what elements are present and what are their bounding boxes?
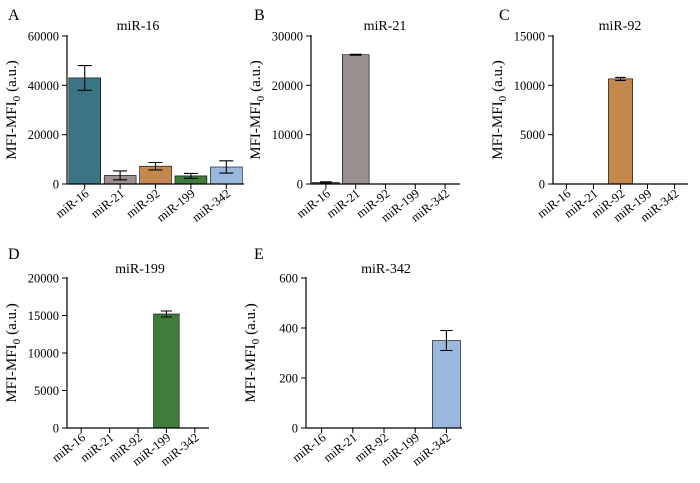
panel-letter: C bbox=[499, 7, 510, 24]
y-tick-label: 0 bbox=[53, 178, 59, 192]
error-bar bbox=[77, 65, 92, 91]
y-tick-label: 10000 bbox=[28, 347, 59, 361]
y-tick-label: 5000 bbox=[520, 128, 545, 142]
chart-title: miR-16 bbox=[117, 19, 160, 34]
y-tick-label: 30000 bbox=[272, 30, 303, 44]
y-tick-label: 0 bbox=[297, 178, 303, 192]
y-axis-label-subscript: 0 bbox=[11, 95, 23, 101]
chart-title: miR-21 bbox=[364, 19, 407, 34]
y-tick-label: 15000 bbox=[514, 30, 545, 44]
x-tick-label: miR-342 bbox=[189, 186, 233, 224]
chart-title: miR-199 bbox=[115, 262, 165, 277]
panel-letter: B bbox=[254, 7, 265, 24]
bar-mir-16 bbox=[68, 77, 102, 185]
y-tick-label: 10000 bbox=[514, 79, 545, 93]
y-axis-label-subscript: 0 bbox=[497, 95, 509, 101]
y-tick-label: 200 bbox=[279, 372, 298, 386]
y-tick-label: 20000 bbox=[28, 128, 59, 142]
x-tick-label: miR-16 bbox=[294, 186, 333, 221]
error-bar bbox=[320, 181, 332, 184]
panel-letter: E bbox=[254, 246, 264, 263]
y-axis-label-subscript: 0 bbox=[250, 338, 262, 344]
y-tick-label: 400 bbox=[279, 322, 298, 336]
y-tick-label: 20000 bbox=[272, 79, 303, 93]
y-axis-label-unit: (a.u.) bbox=[4, 60, 20, 92]
panel-b: BmiR-210100002000030000miR-16miR-21miR-9… bbox=[248, 7, 460, 225]
y-axis-label-unit: (a.u.) bbox=[243, 303, 259, 335]
y-axis-label-main: MFI-MFI bbox=[248, 101, 264, 159]
y-axis-label: MFI-MFI0 (a.u.) bbox=[243, 303, 262, 403]
y-tick-label: 0 bbox=[539, 178, 545, 192]
y-axis-label-unit: (a.u.) bbox=[248, 60, 264, 92]
y-tick-label: 5000 bbox=[34, 384, 59, 398]
panel-letter: D bbox=[8, 246, 20, 263]
bar-mir-92 bbox=[608, 78, 634, 185]
y-tick-label: 60000 bbox=[28, 30, 59, 44]
error-bar bbox=[219, 160, 234, 174]
chart-title: miR-342 bbox=[361, 262, 411, 277]
y-tick-label: 600 bbox=[279, 272, 298, 286]
y-tick-label: 40000 bbox=[28, 79, 59, 93]
y-axis-label-unit: (a.u.) bbox=[4, 303, 20, 335]
x-tick-label: miR-16 bbox=[53, 186, 92, 221]
y-tick-label: 0 bbox=[53, 422, 59, 436]
y-axis-label-subscript: 0 bbox=[11, 338, 23, 344]
error-bar bbox=[615, 76, 626, 81]
error-bar bbox=[160, 310, 172, 318]
panel-a: AmiR-160200004000060000miR-16miR-21miR-9… bbox=[4, 7, 244, 225]
y-axis-label-main: MFI-MFI bbox=[4, 344, 20, 402]
y-tick-label: 10000 bbox=[272, 128, 303, 142]
y-tick-label: 20000 bbox=[28, 272, 59, 286]
x-tick-label: miR-16 bbox=[290, 430, 329, 465]
error-bar bbox=[113, 170, 128, 181]
bar-mir-199 bbox=[153, 313, 180, 429]
y-tick-label: 15000 bbox=[28, 309, 59, 323]
y-axis-label-main: MFI-MFI bbox=[243, 344, 259, 402]
y-axis-label: MFI-MFI0 (a.u.) bbox=[490, 60, 509, 160]
y-axis-label: MFI-MFI0 (a.u.) bbox=[248, 60, 267, 160]
x-tick-label: miR-21 bbox=[88, 186, 127, 221]
x-tick-label: miR-21 bbox=[324, 186, 363, 221]
panel-e: EmiR-3420200400600miR-16miR-21miR-92miR-… bbox=[243, 246, 462, 469]
y-axis-label-unit: (a.u.) bbox=[490, 60, 506, 92]
panel-d: DmiR-19905000100001500020000miR-16miR-21… bbox=[4, 246, 209, 469]
error-bar bbox=[349, 53, 362, 56]
panel-letter: A bbox=[8, 7, 20, 24]
y-axis-label: MFI-MFI0 (a.u.) bbox=[4, 60, 23, 160]
bar-mir-21 bbox=[341, 54, 370, 185]
error-bar bbox=[183, 172, 198, 179]
y-tick-label: 0 bbox=[292, 422, 298, 436]
y-axis-label: MFI-MFI0 (a.u.) bbox=[4, 303, 23, 403]
error-bar bbox=[440, 329, 453, 352]
y-axis-label-main: MFI-MFI bbox=[4, 101, 20, 159]
panel-c: CmiR-92050001000015000miR-16miR-21miR-92… bbox=[490, 7, 688, 225]
error-bar bbox=[148, 161, 163, 171]
y-axis-label-main: MFI-MFI bbox=[490, 101, 506, 159]
y-axis-label-subscript: 0 bbox=[255, 95, 267, 101]
x-tick-label: miR-21 bbox=[321, 430, 360, 465]
x-tick-label: miR-199 bbox=[154, 186, 198, 224]
bar-mir-342 bbox=[432, 340, 461, 429]
chart-title: miR-92 bbox=[599, 19, 642, 34]
